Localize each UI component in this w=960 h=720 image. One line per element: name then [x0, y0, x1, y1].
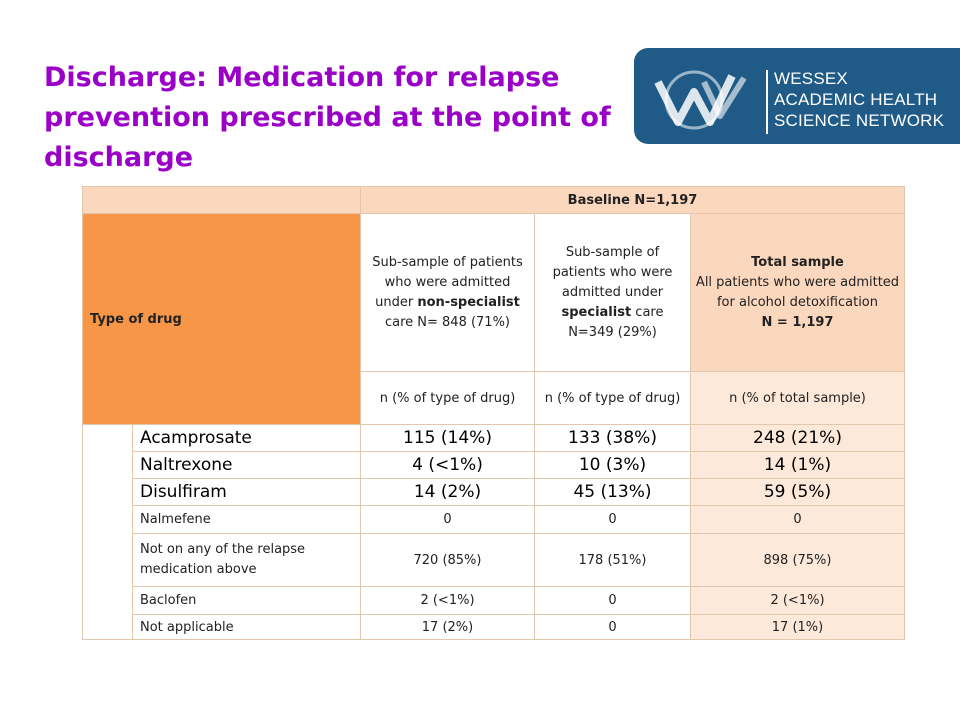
- table-row: Baclofen 2 (<1%) 0 2 (<1%): [83, 586, 905, 615]
- col-specialist-bold: specialist: [561, 304, 632, 320]
- value-specialist: 0: [534, 505, 691, 534]
- wessex-logo-mark-icon: [654, 70, 747, 130]
- drug-name: Naltrexone: [132, 451, 361, 479]
- drug-name: Not applicable: [132, 614, 361, 640]
- baseline-header: Baseline N=1,197: [360, 186, 905, 214]
- value-specialist: 133 (38%): [534, 424, 691, 452]
- drug-name: Baclofen: [132, 586, 361, 615]
- value-nonspecialist: 0: [360, 505, 535, 534]
- table-row: Acamprosate 115 (14%) 133 (38%) 248 (21%…: [82, 424, 905, 640]
- value-total: 898 (75%): [690, 533, 905, 587]
- medication-table: Baseline N=1,197 Type of drug Sub-sample…: [82, 186, 905, 640]
- value-specialist: 0: [534, 586, 691, 615]
- col-nonspecialist-text-a: Sub-sample of patients who were admitted…: [372, 254, 523, 310]
- table-row: Nalmefene 0 0 0: [83, 505, 905, 534]
- logo-line-1: WESSEX: [774, 69, 848, 88]
- value-nonspecialist: 115 (14%): [360, 424, 535, 452]
- col-nonspecialist-header: Sub-sample of patients who were admitted…: [360, 213, 535, 372]
- value-total: 2 (<1%): [690, 586, 905, 615]
- logo-separator: [766, 70, 768, 134]
- logo-text: WESSEX ACADEMIC HEALTH SCIENCE NETWORK: [774, 68, 944, 131]
- table-row: Not applicable 17 (2%) 0 17 (1%): [83, 614, 905, 640]
- row-group-blank-cell: [82, 424, 133, 640]
- drug-name: Disulfiram: [132, 478, 361, 506]
- subheader-row: n (% of type of drug) n (% of type of dr…: [83, 371, 905, 425]
- table-row: Not on any of the relapse medication abo…: [83, 533, 905, 587]
- value-total: 248 (21%): [690, 424, 905, 452]
- table-row: Disulfiram 14 (2%) 45 (13%) 59 (5%): [83, 478, 905, 506]
- logo-line-3: SCIENCE NETWORK: [774, 111, 945, 130]
- drug-name: Acamprosate: [132, 424, 361, 452]
- value-nonspecialist: 720 (85%): [360, 533, 535, 587]
- drug-name: Not on any of the relapse medication abo…: [132, 533, 361, 587]
- col-total-n: N = 1,197: [761, 314, 834, 330]
- baseline-empty-cell: [82, 186, 361, 214]
- value-total: 0: [690, 505, 905, 534]
- subheader-total: n (% of total sample): [690, 371, 905, 425]
- col-total-header: Total sample All patients who were admitt…: [690, 213, 905, 372]
- slide-title: Discharge: Medication for relapse preven…: [44, 62, 611, 173]
- col-nonspecialist-text-b: care N= 848 (71%): [384, 314, 511, 330]
- subheader-specialist: n (% of type of drug): [534, 371, 691, 425]
- value-specialist: 0: [534, 614, 691, 640]
- col-nonspecialist-bold: non-specialist: [417, 294, 520, 310]
- logo-line-2: ACADEMIC HEALTH: [774, 90, 938, 109]
- group-header-row: Type of drug Sub-sample of patients who …: [82, 213, 905, 425]
- value-total: 14 (1%): [690, 451, 905, 479]
- value-nonspecialist: 14 (2%): [360, 478, 535, 506]
- value-nonspecialist: 4 (<1%): [360, 451, 535, 479]
- col-total-text: All patients who were admitted for alcoh…: [695, 274, 900, 310]
- drug-name: Nalmefene: [132, 505, 361, 534]
- value-specialist: 10 (3%): [534, 451, 691, 479]
- subheader-nonspecialist: n (% of type of drug): [360, 371, 535, 425]
- value-nonspecialist: 17 (2%): [360, 614, 535, 640]
- col-specialist-text-b: care N=349 (29%): [568, 304, 664, 340]
- value-specialist: 45 (13%): [534, 478, 691, 506]
- value-total: 59 (5%): [690, 478, 905, 506]
- wessex-ahsn-logo: WESSEX ACADEMIC HEALTH SCIENCE NETWORK: [634, 48, 960, 144]
- col-specialist-text-a: Sub-sample of patients who were admitted…: [552, 244, 673, 300]
- value-specialist: 178 (51%): [534, 533, 691, 587]
- value-nonspecialist: 2 (<1%): [360, 586, 535, 615]
- col-total-heading: Total sample: [751, 254, 844, 270]
- type-of-drug-header: Type of drug: [82, 213, 361, 425]
- col-specialist-header: Sub-sample of patients who were admitted…: [534, 213, 691, 372]
- baseline-row: Baseline N=1,197: [82, 186, 905, 214]
- table-row: Naltrexone 4 (<1%) 10 (3%) 14 (1%): [83, 451, 905, 479]
- value-total: 17 (1%): [690, 614, 905, 640]
